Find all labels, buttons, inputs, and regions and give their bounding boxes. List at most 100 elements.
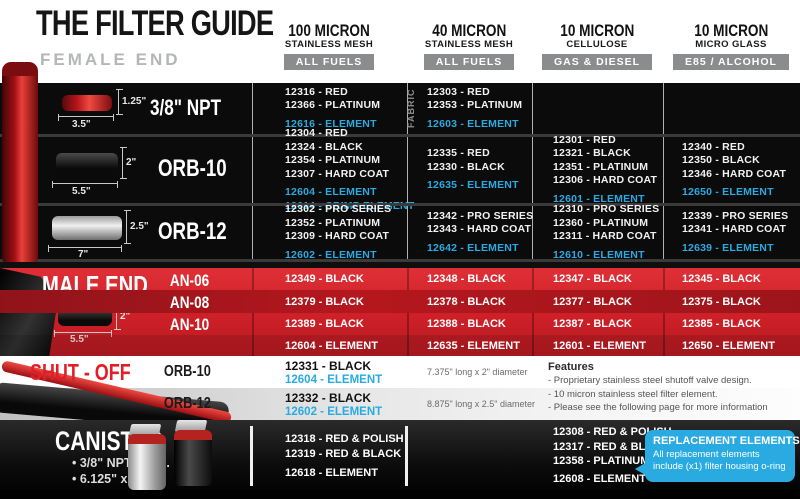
micron-rating: 10 MICRON (559, 21, 635, 40)
parts-cell: 12318 - RED & POLISH 12319 - RED & BLACK… (285, 432, 404, 481)
part-number: 12307 - HARD COAT (285, 167, 390, 180)
micron-rating: 40 MICRON (431, 21, 507, 40)
part-number: 12332 - BLACK (285, 391, 372, 405)
row-orb12: 2.5" 7" ORB-12 12302 - PRO SERIES 12352 … (0, 203, 800, 261)
element-part-number: 12639 - ELEMENT (682, 241, 774, 254)
column-divider (405, 426, 408, 486)
part-number: 12342 - PRO SERIES (427, 209, 534, 222)
element-part-number: 12650 - ELEMENT (682, 186, 774, 198)
dimension-height: 2.5" (130, 221, 149, 232)
parts-cell: 12379 - BLACK (285, 290, 364, 313)
canister-title: CANISTER (55, 426, 163, 456)
features-heading: Features (548, 361, 594, 373)
parts-cell: 12310 - PRO SERIES 12360 - PLATINUM 1231… (553, 203, 659, 261)
part-number: 12354 - PLATINUM (285, 154, 381, 166)
element-part-number: 12602 - ELEMENT (285, 248, 377, 261)
male-end-section: MALE END 2" 5.5" AN-06 12349 - BLACK 123… (0, 262, 800, 356)
part-number: 12389 - BLACK (285, 318, 364, 330)
parts-cell: 12388 - BLACK (427, 313, 506, 335)
part-number: 12352 - PLATINUM (285, 216, 381, 229)
row-label: ORB-12 (163, 395, 211, 412)
row-divider (0, 134, 800, 137)
part-number: 12375 - BLACK (682, 295, 761, 308)
parts-cell: 12604 - ELEMENT (285, 335, 378, 356)
part-number: 12343 - HARD COAT (427, 223, 532, 236)
features-block: Features - Proprietary stainless steel s… (548, 360, 768, 415)
part-number: 12379 - BLACK (285, 295, 364, 308)
element-part-number: 12604 - ELEMENT (285, 374, 383, 386)
part-number: 12353 - PLATINUM (427, 99, 523, 112)
replacement-elements-callout: REPLACEMENT ELEMENTS All replacement ele… (635, 430, 800, 482)
part-number: 12349 - BLACK (285, 273, 364, 285)
row-label: AN-06 (169, 271, 210, 290)
parts-cell: 12601 - ELEMENT (553, 335, 646, 356)
dimension-height: 1.25" (122, 96, 147, 107)
feature-item: - 10 micron stainless steel filter eleme… (548, 388, 718, 400)
media-type: MICRO GLASS (695, 39, 767, 50)
part-number: 12324 - BLACK (285, 140, 363, 153)
row-label: AN-10 (169, 315, 210, 334)
part-number: 12301 - RED (553, 133, 616, 146)
parts-cell: 12387 - BLACK (553, 313, 632, 335)
page-title: THE FILTER GUIDE (36, 4, 274, 43)
part-number: 12366 - PLATINUM (285, 99, 381, 112)
part-number: 12317 - RED & BLACK (553, 440, 670, 453)
parts-cell: 12340 - RED 12350 - BLACK 12346 - HARD C… (682, 137, 786, 203)
parts-cell: 12304 - RED 12324 - BLACK 12354 - PLATIN… (285, 127, 414, 212)
column-header-100-micron: 100 MICRON STAINLESS MESH ALL FUELS (254, 22, 404, 70)
row-label: ORB-12 (158, 218, 227, 245)
row-label: 3/8" NPT (150, 95, 222, 120)
female-end-table: 1.25" 3.5" 3/8" NPT FABRIC 12316 - RED 1… (0, 83, 800, 262)
part-number: 12345 - BLACK (682, 273, 761, 285)
parts-cell: 12302 - PRO SERIES 12352 - PLATINUM 1230… (285, 203, 392, 261)
part-number: 12351 - PLATINUM (553, 160, 649, 173)
row-an06: AN-06 12349 - BLACK 12348 - BLACK 12347 … (0, 268, 800, 290)
dimension-line (124, 210, 131, 244)
element-part-number: 12618 - ELEMENT (285, 467, 378, 479)
column-divider (407, 83, 408, 262)
part-number: 12331 - BLACK (285, 359, 372, 373)
footer-bar (0, 490, 800, 499)
shut-off-section: SHUT - OFF ORB-10 12331 - BLACK 12604 - … (0, 356, 800, 420)
row-npt: 1.25" 3.5" 3/8" NPT FABRIC 12316 - RED 1… (0, 83, 800, 134)
column-header-10-micron-microglass: 10 MICRON MICRO GLASS E85 / ALCOHOL (656, 22, 800, 70)
part-number: 12318 - RED & POLISH (285, 433, 404, 445)
part-number: 12330 - BLACK (427, 160, 505, 173)
part-number: 12358 - PLATINUM (553, 455, 650, 467)
parts-cell: 12348 - BLACK (427, 268, 506, 290)
row-label: AN-08 (169, 293, 210, 312)
element-part-number: 12604 - ELEMENT (285, 339, 378, 352)
dimension-line (54, 330, 112, 337)
part-number: 12303 - RED (427, 85, 490, 98)
parts-cell: 12303 - RED 12353 - PLATINUM 12603 - ELE… (427, 83, 522, 134)
section-divider (0, 262, 800, 268)
row-male-elements: 12604 - ELEMENT 12635 - ELEMENT 12601 - … (0, 335, 800, 356)
feature-item: - Please see the following page for more… (548, 402, 768, 413)
part-number: 12335 - RED (427, 147, 490, 160)
column-divider (663, 83, 664, 262)
dimension-length: 5.5" (70, 334, 89, 345)
black-canister-photo (174, 430, 212, 486)
callout-body: All replacement elements include (x1) fi… (653, 449, 786, 472)
row-divider (0, 259, 800, 262)
part-number: 12309 - HARD COAT (285, 230, 390, 242)
part-number: 12388 - BLACK (427, 318, 506, 330)
callout-title: REPLACEMENT ELEMENTS (653, 435, 800, 447)
dimension-length: 7" (78, 249, 89, 260)
element-part-number: 12610 - ELEMENT (553, 248, 645, 261)
fuel-compatibility-badge: ALL FUELS (283, 54, 375, 70)
dimension-line (120, 147, 127, 179)
parts-cell: 12308 - RED & POLISH 12317 - RED & BLACK… (553, 425, 672, 486)
red-filter-photo (62, 95, 112, 111)
dimensions-note: 7.375" long x 2" diameter (427, 367, 528, 377)
parts-cell: 12332 - BLACK 12602 - ELEMENT (285, 391, 382, 419)
part-number: 12302 - PRO SERIES (285, 203, 392, 215)
parts-cell: 12385 - BLACK (682, 313, 761, 335)
part-number: 12340 - RED (682, 140, 745, 153)
parts-cell: 12389 - BLACK (285, 313, 364, 335)
media-type: STAINLESS MESH (424, 39, 514, 50)
part-number: 12319 - RED & BLACK (285, 447, 402, 460)
part-number: 12316 - RED (285, 85, 348, 98)
parts-cell: 12316 - RED 12366 - PLATINUM 12616 - ELE… (285, 83, 380, 134)
